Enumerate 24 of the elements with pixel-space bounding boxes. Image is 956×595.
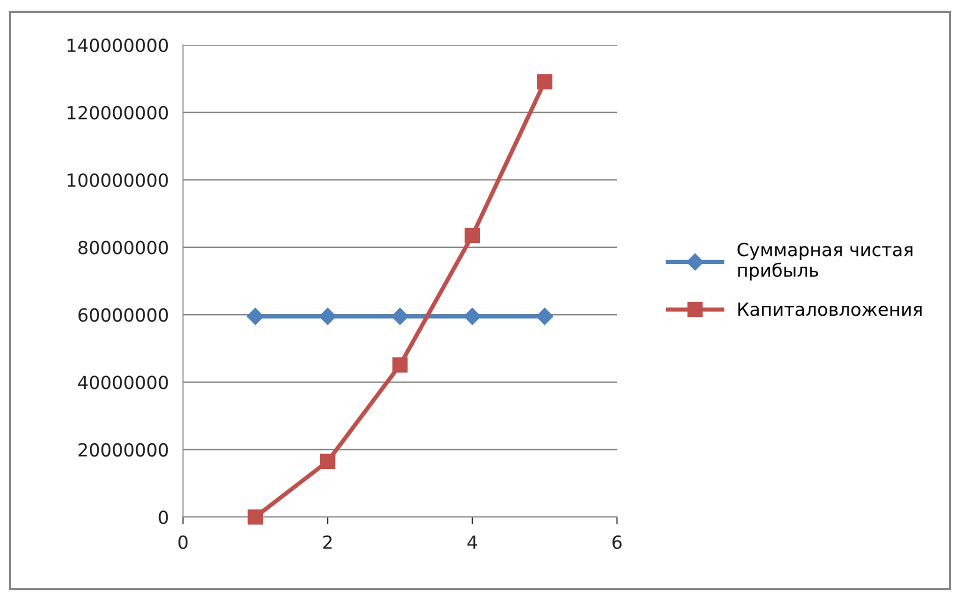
x-tick-label: 2 — [323, 535, 332, 549]
point — [248, 509, 263, 525]
y-tick-label: 100000000 — [68, 173, 168, 187]
point — [246, 308, 264, 325]
y-tick-label: 20000000 — [78, 443, 168, 457]
y-tick-label: 120000000 — [68, 106, 168, 120]
point — [464, 308, 481, 325]
x-tick-label: 4 — [467, 536, 478, 549]
point — [536, 308, 554, 325]
point — [391, 308, 409, 325]
point — [464, 228, 480, 244]
point — [320, 454, 336, 470]
y-tick-label: 40000000 — [78, 376, 168, 390]
point — [319, 308, 336, 325]
y-tick-label: 0 — [158, 510, 168, 524]
legend-label: Капиталовложения — [738, 302, 922, 316]
x-tick-label: 6 — [612, 535, 622, 550]
y-tick-label: 140000000 — [68, 38, 168, 52]
y-tick-label: 60000000 — [78, 308, 168, 322]
point — [537, 74, 552, 90]
point — [392, 357, 408, 373]
y-tick-label: 80000000 — [78, 240, 168, 254]
legend-label: Суммарная чистая прибыль — [738, 242, 912, 280]
x-tick-label: 0 — [178, 535, 188, 550]
